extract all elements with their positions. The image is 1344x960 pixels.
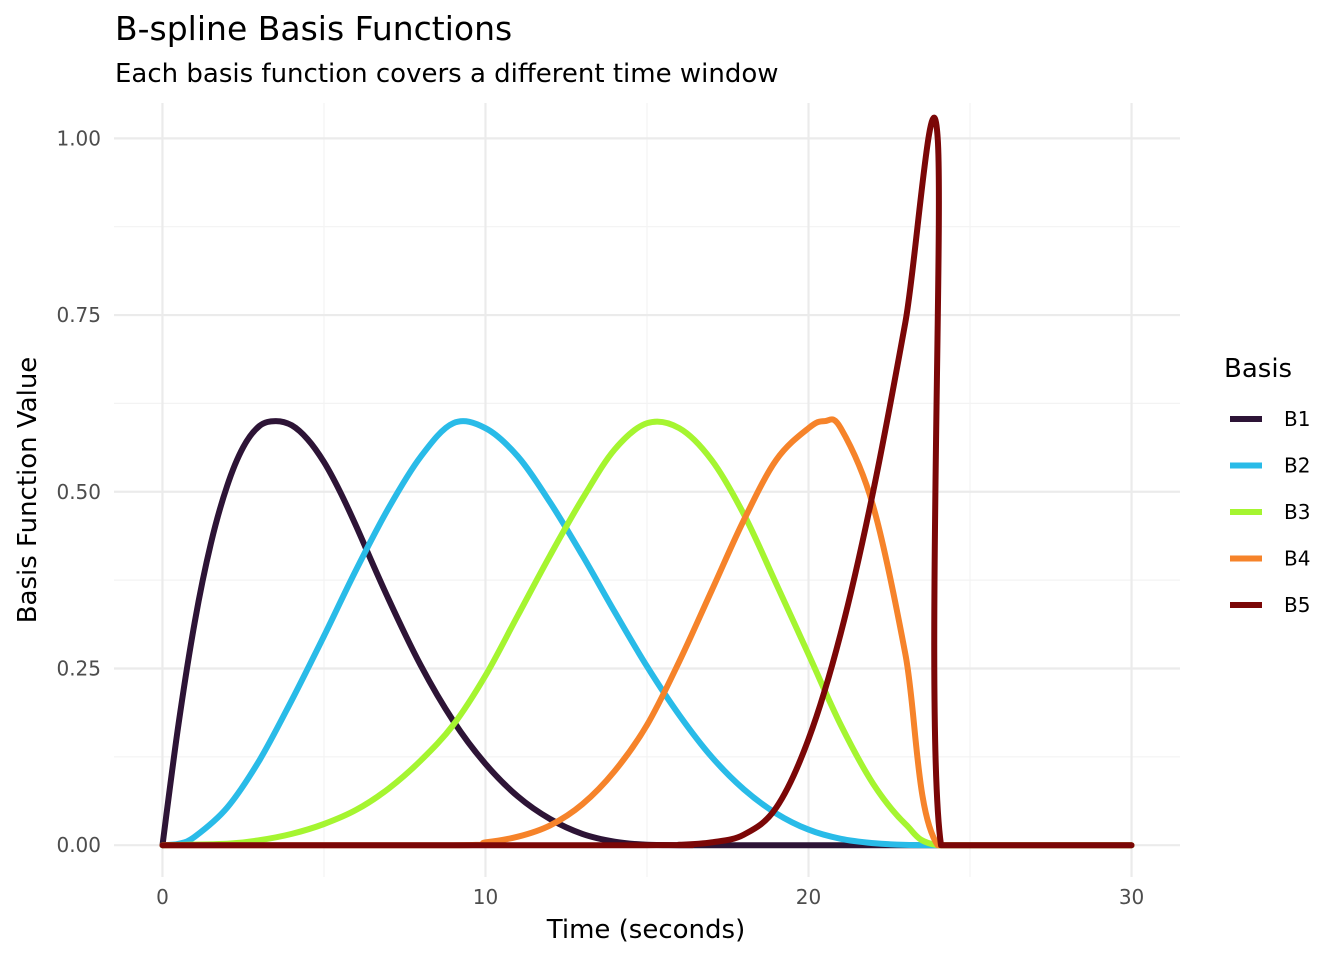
y-tick-label: 1.00: [56, 126, 101, 150]
y-tick-label: 0.00: [56, 833, 101, 857]
chart-subtitle: Each basis function covers a different t…: [115, 59, 779, 89]
chart-title: B-spline Basis Functions: [115, 9, 512, 48]
series-line-b5: [159, 114, 1135, 849]
legend-title: Basis: [1224, 354, 1292, 384]
y-tick-label: 0.50: [56, 480, 101, 504]
y-tick-label: 0.25: [56, 656, 101, 680]
y-axis-title: Basis Function Value: [13, 357, 43, 624]
legend-label-b1: B1: [1284, 407, 1310, 431]
legend-label-b5: B5: [1284, 593, 1310, 617]
series-line-b4: [159, 416, 1135, 849]
legend-label-b2: B2: [1284, 454, 1310, 478]
series-line-b3: [159, 418, 1135, 849]
grid: [114, 103, 1180, 877]
series-line-b1: [159, 418, 1135, 849]
x-tick-label: 20: [796, 885, 821, 909]
x-tick-label: 0: [156, 885, 169, 909]
legend-label-b3: B3: [1284, 500, 1310, 524]
legend-label-b4: B4: [1284, 547, 1310, 571]
legend: Basis B1 B2 B3 B4 B5: [1224, 354, 1310, 617]
axis-ticks: 0 10 20 30 0.00 0.25 0.50 0.75 1.00: [56, 126, 1144, 909]
y-tick-label: 0.75: [56, 303, 101, 327]
plot-area: [159, 114, 1135, 849]
x-tick-label: 10: [473, 885, 498, 909]
series-line-b2: [159, 418, 1135, 849]
x-axis-title: Time (seconds): [546, 915, 745, 945]
x-tick-label: 30: [1119, 885, 1144, 909]
